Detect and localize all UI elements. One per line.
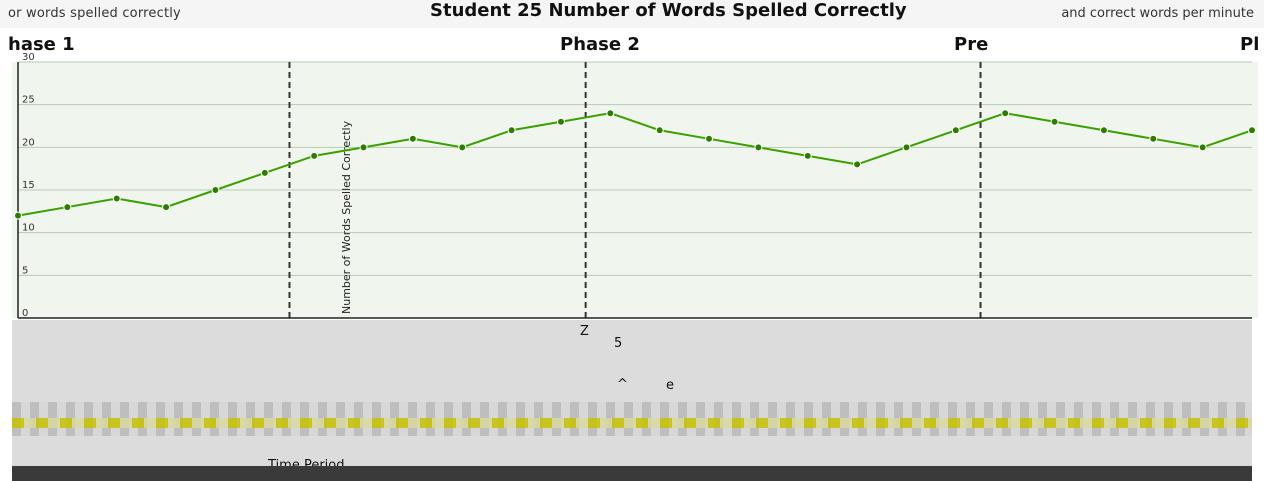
data-point-6 <box>260 168 269 177</box>
legend-strip-accent <box>12 418 1252 428</box>
data-point-10 <box>458 143 467 152</box>
phase-label-1: hase 1 <box>8 34 75 55</box>
banner-left-text: or words spelled correctly <box>8 6 181 21</box>
marker-text-1: Z <box>580 324 589 339</box>
data-point-1 <box>14 211 22 220</box>
data-point-22 <box>1050 117 1059 126</box>
data-point-19 <box>902 143 911 152</box>
data-point-8 <box>359 143 368 152</box>
data-point-12 <box>556 117 565 126</box>
data-point-2 <box>63 203 72 212</box>
data-point-3 <box>112 194 121 203</box>
y-tick-label-0: 0 <box>22 308 28 319</box>
data-point-11 <box>507 126 516 135</box>
marker-text-4: e <box>666 378 674 393</box>
phase-label-4: Pl <box>1240 34 1260 55</box>
data-point-17 <box>803 151 812 160</box>
data-point-16 <box>754 143 763 152</box>
data-point-7 <box>310 151 319 160</box>
data-point-24 <box>1149 134 1158 143</box>
data-point-15 <box>705 134 714 143</box>
marker-text-2: 5 <box>614 336 623 351</box>
data-point-18 <box>853 160 862 169</box>
data-point-4 <box>162 203 171 212</box>
data-point-9 <box>408 134 417 143</box>
y-tick-label-1: 5 <box>22 265 28 276</box>
phase-label-2: Phase 2 <box>560 34 640 55</box>
y-tick-label-2: 10 <box>22 223 35 234</box>
y-tick-label-3: 15 <box>22 180 35 191</box>
series-line <box>17 112 1253 217</box>
data-point-23 <box>1099 126 1108 135</box>
lower-panel <box>12 320 1252 468</box>
y-axis-label: Number of Words Spelled Correctly <box>340 120 353 314</box>
footer-strip <box>12 466 1252 481</box>
top-banner: or words spelled correctly and correct w… <box>0 0 1264 28</box>
phase-label-3: Pre <box>954 34 989 55</box>
banner-right-text: and correct words per minute <box>1061 6 1254 21</box>
chart-title: Student 25 Number of Words Spelled Corre… <box>430 0 907 21</box>
y-tick-label-6: 30 <box>22 52 35 63</box>
data-point-26 <box>1248 126 1256 135</box>
data-point-25 <box>1198 143 1207 152</box>
marker-text-3: ^ <box>617 377 628 392</box>
y-tick-label-5: 25 <box>22 95 35 106</box>
y-tick-label-4: 20 <box>22 137 35 148</box>
data-point-5 <box>211 186 220 194</box>
data-point-14 <box>655 126 664 135</box>
data-point-21 <box>1001 109 1010 118</box>
data-point-20 <box>951 126 960 135</box>
data-point-13 <box>606 109 615 118</box>
